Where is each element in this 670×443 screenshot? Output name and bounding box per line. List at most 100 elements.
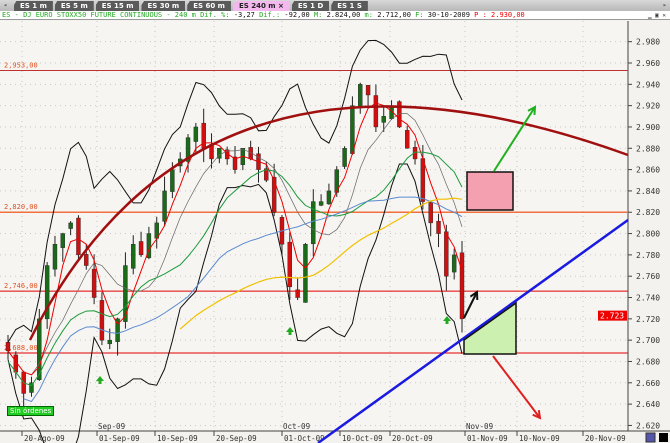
candle [76,215,81,262]
y-tick-label: 2.800 [636,230,660,239]
current-price-label: 2.723 [600,312,624,321]
tab-label: ES 1 m [20,2,47,10]
tab-label: ES 30 m [147,2,180,10]
tab-label: ES 5 m [60,2,88,10]
max-label: M: [313,11,323,19]
month-label: Nov-09 [466,422,493,431]
candle [146,226,152,260]
tab-es-1-d[interactable]: ES 1 D [291,1,330,11]
bollinger-lower [7,163,463,443]
candle-body [342,148,347,167]
candle-body [318,201,324,206]
candle [373,84,379,133]
y-tick-label: 2.980 [636,38,660,47]
candle-body [170,169,175,192]
candle-body [91,268,97,298]
candle [185,134,191,173]
tab-es-60-m[interactable]: ES 60 m [187,1,231,11]
candle-body [365,85,371,96]
symbol: ES - DJ EURO STOXX50 FUTURE CONTINUOUS - [2,11,175,19]
candle-body [29,382,34,393]
candle-body [334,169,339,193]
arrow-shaft [492,355,541,419]
candle [365,85,371,107]
tab-es-15-m[interactable]: ES 15 m [95,1,140,11]
ma-long [179,197,463,330]
candle [162,176,167,227]
bounce-arrow-icon [463,290,479,319]
dif-pct-label: Dif. %: [200,11,230,19]
candle-body [146,233,152,259]
tab-es-240-m[interactable]: ES 240 m × [232,1,290,11]
arrow-shaft [493,106,536,172]
arrow-head [527,105,537,116]
candle [397,100,402,128]
candle [381,105,386,132]
tab-label: ES 15 m [101,2,134,10]
trend-line [317,218,629,443]
x-tick-label: 20-Oct-09 [392,434,433,443]
orders-badge[interactable]: Sin órdenes [7,406,55,416]
candle-body [397,101,402,128]
tab-es-5-m[interactable]: ES 5 m [54,1,94,11]
tab-label: ES 1 D [297,2,324,10]
y-tick-label: 2.940 [636,80,660,89]
y-tick-label: 2.620 [636,421,660,430]
timeframe-tabs: ES 1 m ES 5 m ES 15 m ES 30 m ES 60 m ES 240 … [0,0,670,11]
price-label: P : [474,11,487,19]
candle-body [451,254,457,273]
y-tick-label: 2.720 [636,315,660,324]
window-buttons[interactable]: ▁ ▣ ✕ [647,12,666,19]
scroll-left-icon[interactable]: ◂ [3,1,8,9]
arrow-head [469,290,479,301]
min-label: m: [364,11,373,19]
candle-body [358,84,363,107]
candle-body [311,201,316,245]
buy-signal-icon [96,376,104,384]
ma-slow [23,196,463,403]
y-tick-label: 2.920 [636,102,660,111]
candle-body [271,176,277,213]
candle-body [350,105,355,154]
candle-body [303,244,308,303]
candle-body [264,168,269,181]
tab-es-1-m[interactable]: ES 1 m [14,1,53,11]
y-tick-label: 2.880 [636,144,660,153]
min: 2.712,00 [377,11,411,19]
tab-es-1-s[interactable]: ES 1 S [331,1,368,11]
current-price-tag [598,310,627,321]
arrow-head [532,409,542,420]
scroll-right-icon[interactable]: ▸ [662,1,667,9]
candle-body [123,265,128,322]
y-tick-label: 2.660 [636,379,660,388]
date: 30-10-2009 [427,11,470,19]
ma-medium [7,151,463,387]
candle [287,232,292,300]
candle-body [381,116,386,123]
candle-body [138,241,144,256]
tab-es-30-m[interactable]: ES 30 m [141,1,186,11]
candle-body [232,156,238,170]
x-tick-label: 10-Nov-09 [519,434,560,443]
candle-body [287,241,292,288]
up-arrow-icon [493,105,537,172]
candle [271,163,277,217]
candle-body [326,190,332,205]
candle-body [84,254,89,266]
bollinger-mid [7,113,463,376]
close-tab-icon[interactable]: × [275,2,284,10]
arc-drawing [28,105,629,341]
candle-body [428,202,433,224]
dif-pct: -3,27 [233,11,255,19]
date-label: F: [415,11,424,19]
level-label: 2,746,00 [4,282,38,290]
tab-label: ES 1 S [337,2,362,10]
y-tick-label: 2.740 [636,294,660,303]
x-tick-label: 01-Nov-09 [467,434,508,443]
candle-body [405,130,410,149]
candle-body [444,231,449,277]
candle [68,221,73,236]
candle [138,231,144,257]
candle [451,248,457,280]
